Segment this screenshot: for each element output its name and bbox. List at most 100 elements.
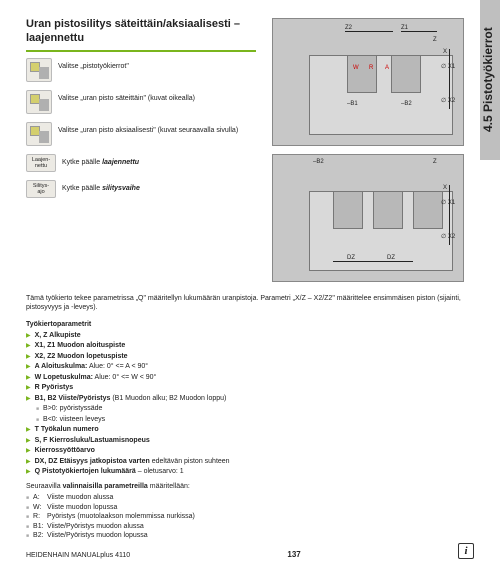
bullet-square-icon: ■ [26, 513, 29, 521]
dim-b2b: –B2 [313, 159, 324, 165]
param-text: Kierrossyöttöarvo [35, 447, 95, 456]
param-text: A Aloituskulma: Alue: 0° <= A < 90° [35, 363, 148, 372]
bullet-triangle-icon: ▶ [26, 353, 31, 362]
dim-w: W [353, 65, 359, 71]
bullet-triangle-icon: ▶ [26, 332, 31, 341]
right-column: Z2 Z1 Z X ∅ X1 ∅ X2 W R A –B1 –B2 –B2 Z … [272, 18, 464, 290]
footnote-value: Viiste/Pyöristys muodon alussa [47, 523, 144, 531]
footnote-item: ■ B1:Viiste/Pyöristys muodon alussa [26, 523, 474, 531]
param-item: ▶ S, F Kierrosluku/Lastuamisnopeus [26, 437, 474, 446]
param-text: X2, Z2 Muodon lopetuspiste [35, 353, 128, 362]
bullet-triangle-icon: ▶ [26, 447, 31, 456]
bullet-triangle-icon: ▶ [26, 426, 31, 435]
toggle-label-finish: Silitys- ajo [26, 180, 56, 198]
param-text: T Työkalun numero [35, 426, 99, 435]
description-text: Tämä työkierto tekee parametrissa „Q" mä… [26, 294, 474, 313]
bullet-triangle-icon: ▶ [26, 374, 31, 383]
bullet-triangle-icon: ▶ [26, 468, 31, 477]
footnote-key: B2: [33, 532, 47, 540]
page-number: 137 [287, 550, 300, 559]
footer-text: HEIDENHAIN MANUALplus 4110 [26, 552, 130, 559]
param-item: ▶ DX, DZ Etäisyys jatkopistoa varten edel… [26, 458, 474, 467]
cycle-icon-2 [26, 90, 52, 114]
cycle-icon-1 [26, 58, 52, 82]
param-item: ▶X, Z Alkupiste [26, 332, 474, 341]
param-item: ▶ Kierrossyöttöarvo [26, 447, 474, 456]
param-item: ■ B<0: viisteen leveys [26, 416, 474, 425]
bullet-square-icon: ■ [36, 405, 39, 414]
param-item: ▶ W Lopetuskulma: Alue: 0° <= W < 90° [26, 374, 474, 383]
cycle-icon-3 [26, 122, 52, 146]
dim-x-b: X [443, 185, 447, 191]
param-sub-text: B>0: pyöristyssäde [43, 405, 102, 414]
footnote-item: ■ R:Pyöristys (muotolaakson molemmissa nu… [26, 513, 474, 521]
select-row-1: Valitse „pistotyökierrot" [26, 58, 256, 82]
param-text: X1, Z1 Muodon aloituspiste [35, 342, 126, 351]
bullet-square-icon: ■ [26, 523, 29, 531]
dim-b2a: –B2 [401, 101, 412, 107]
param-item: ▶ R Pyöristys [26, 384, 474, 393]
note-line: Seuraavilla valinnaisilla parametreilla … [26, 483, 474, 490]
bullet-triangle-icon: ▶ [26, 437, 31, 446]
param-text: B1, B2 Viiste/Pyöristys (B1 Muodon alku;… [35, 395, 227, 404]
param-text: W Lopetuskulma: Alue: 0° <= W < 90° [35, 374, 157, 383]
select-row-3: Valitse „uran pisto aksiaalisesti" (kuva… [26, 122, 256, 146]
param-item: ▶ X2, Z2 Muodon lopetuspiste [26, 353, 474, 362]
left-column: Uran pistosilitys säteittäin/aksiaalises… [26, 18, 256, 290]
bullet-square-icon: ■ [36, 416, 39, 425]
toggle-text-2: Kytke päälle silitysvaihe [62, 180, 140, 193]
footnote-value: Viiste muodon alussa [47, 494, 113, 502]
info-icon: i [458, 543, 474, 559]
param-text: Q Pistotyökiertojen lukumäärä – oletusar… [35, 468, 184, 477]
param-sub-text: B<0: viisteen leveys [43, 416, 105, 425]
dim-a: A [385, 65, 389, 71]
dim-z-b: Z [433, 159, 437, 165]
toggle-text-1: Kytke päälle laajennettu [62, 154, 139, 167]
footnote-list: ■A:Viiste muodon alussa■W:Viiste muodon … [26, 494, 474, 540]
bullet-triangle-icon: ▶ [26, 342, 31, 351]
bullet-triangle-icon: ▶ [26, 384, 31, 393]
page-footer: HEIDENHAIN MANUALplus 4110 137 i [26, 543, 474, 559]
dim-x: X [443, 49, 447, 55]
diagram-radial-2: –B2 Z X ∅ X1 ∅ X2 DZ DZ [272, 154, 464, 282]
toggle-label-extended: Laajen- nettu [26, 154, 56, 172]
bullet-triangle-icon: ▶ [26, 458, 31, 467]
select-text-3: Valitse „uran pisto aksiaalisesti" (kuva… [58, 122, 238, 135]
param-item: ▶ A Aloituskulma: Alue: 0° <= A < 90° [26, 363, 474, 372]
select-text-2: Valitse „uran pisto säteittäin" (kuvat o… [58, 90, 195, 103]
select-text-1: Valitse „pistotyökierrot" [58, 58, 129, 71]
param-text: S, F Kierrosluku/Lastuamisnopeus [35, 437, 150, 446]
toggle-row-1: Laajen- nettu Kytke päälle laajennettu [26, 154, 256, 172]
dim-r: R [369, 65, 373, 71]
param-text: DX, DZ Etäisyys jatkopistoa varten edelt… [35, 458, 230, 467]
bullet-triangle-icon: ▶ [26, 363, 31, 372]
footnote-key: W: [33, 504, 47, 512]
footnote-item: ■ B2:Viiste/Pyöristys muodon lopussa [26, 532, 474, 540]
footnote-value: Viiste/Pyöristys muodon lopussa [47, 532, 148, 540]
diagram-radial-1: Z2 Z1 Z X ∅ X1 ∅ X2 W R A –B1 –B2 [272, 18, 464, 146]
footnote-value: Pyöristys (muotolaakson molemmissa nurki… [47, 513, 195, 521]
title-line1: Uran pistosilitys säteittäin/aksiaalises… [26, 18, 240, 30]
param-item: ▶ B1, B2 Viiste/Pyöristys (B1 Muodon alku… [26, 395, 474, 404]
bullet-square-icon: ■ [26, 494, 29, 502]
parameter-list: ▶X, Z Alkupiste▶X1, Z1 Muodon aloituspis… [26, 332, 474, 478]
footnote-item: ■W:Viiste muodon lopussa [26, 504, 474, 512]
params-heading: Työkiertoparametrit [26, 321, 474, 328]
title-line2: laajennettu [26, 32, 84, 44]
bullet-triangle-icon: ▶ [26, 395, 31, 404]
footnote-key: R: [33, 513, 47, 521]
side-tab: 4.5 Pistotyökierrot [480, 0, 500, 160]
dim-z: Z [433, 37, 437, 43]
footnote-item: ■ A:Viiste muodon alussa [26, 494, 474, 502]
param-item: ▶ Q Pistotyökiertojen lukumäärä – oletusa… [26, 468, 474, 477]
page-title: Uran pistosilitys säteittäin/aksiaalises… [26, 18, 256, 46]
title-rule [26, 50, 256, 52]
footnote-key: A: [33, 494, 47, 502]
bullet-square-icon: ■ [26, 504, 29, 512]
param-text: R Pyöristys [35, 384, 74, 393]
bullet-square-icon: ■ [26, 532, 29, 540]
dim-b1: –B1 [347, 101, 358, 107]
param-item: ▶ T Työkalun numero [26, 426, 474, 435]
toggle-row-2: Silitys- ajo Kytke päälle silitysvaihe [26, 180, 256, 198]
footnote-key: B1: [33, 523, 47, 531]
